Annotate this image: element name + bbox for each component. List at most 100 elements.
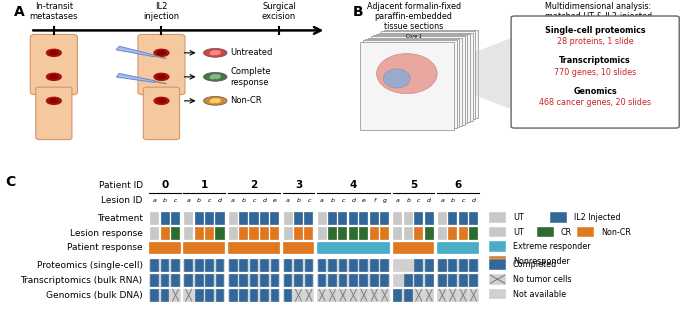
- Bar: [359, 289, 368, 301]
- Text: UT: UT: [513, 213, 523, 222]
- Bar: [370, 259, 379, 272]
- Bar: [283, 227, 293, 240]
- FancyBboxPatch shape: [373, 35, 467, 123]
- Text: No tumor cells: No tumor cells: [513, 275, 571, 284]
- Circle shape: [154, 97, 169, 104]
- Text: a: a: [286, 198, 290, 203]
- Bar: [393, 227, 403, 240]
- Text: Extreme responder: Extreme responder: [513, 242, 591, 251]
- Bar: [260, 274, 269, 287]
- Bar: [349, 227, 358, 240]
- Bar: [370, 212, 379, 225]
- Circle shape: [210, 52, 215, 55]
- Bar: [161, 212, 169, 225]
- Text: Transcriptomics (bulk RNA): Transcriptomics (bulk RNA): [21, 276, 143, 285]
- Bar: [404, 212, 413, 225]
- Polygon shape: [117, 74, 155, 82]
- Bar: [250, 274, 259, 287]
- Bar: [283, 259, 314, 272]
- Circle shape: [214, 76, 220, 79]
- Circle shape: [213, 51, 218, 53]
- Text: c: c: [307, 198, 311, 203]
- Bar: [393, 212, 403, 225]
- Text: Complete
response: Complete response: [230, 67, 271, 87]
- Bar: [205, 289, 214, 301]
- Circle shape: [210, 100, 215, 103]
- FancyBboxPatch shape: [143, 87, 180, 140]
- Bar: [338, 227, 348, 240]
- Ellipse shape: [383, 69, 410, 88]
- Text: b: b: [451, 198, 455, 203]
- Bar: [205, 274, 214, 287]
- Bar: [437, 259, 479, 272]
- Bar: [425, 212, 434, 225]
- Bar: [205, 212, 214, 225]
- Bar: [161, 289, 169, 301]
- Bar: [250, 227, 259, 240]
- Bar: [283, 274, 314, 287]
- Ellipse shape: [204, 48, 227, 57]
- Circle shape: [211, 99, 216, 102]
- Bar: [459, 212, 468, 225]
- Circle shape: [154, 49, 169, 56]
- Text: 5: 5: [410, 180, 417, 190]
- Bar: [489, 256, 506, 267]
- Bar: [239, 212, 248, 225]
- Text: Proteomics (single-cell): Proteomics (single-cell): [36, 261, 143, 270]
- Bar: [349, 259, 358, 272]
- Bar: [578, 227, 594, 238]
- Text: a: a: [153, 198, 156, 203]
- Bar: [305, 274, 314, 287]
- Bar: [228, 259, 237, 272]
- Bar: [215, 289, 224, 301]
- Bar: [339, 274, 347, 287]
- Bar: [270, 274, 279, 287]
- Text: d: d: [218, 198, 222, 203]
- FancyBboxPatch shape: [384, 30, 478, 118]
- Ellipse shape: [377, 54, 437, 94]
- Ellipse shape: [204, 73, 227, 81]
- Text: 770 genes, 10 slides: 770 genes, 10 slides: [554, 67, 637, 76]
- Bar: [469, 212, 478, 225]
- Text: d: d: [471, 198, 475, 203]
- Bar: [150, 289, 180, 302]
- Bar: [239, 259, 248, 272]
- Bar: [205, 259, 214, 272]
- Text: c: c: [417, 198, 421, 203]
- Bar: [359, 259, 368, 272]
- Bar: [438, 212, 447, 225]
- Bar: [270, 259, 279, 272]
- Text: IL2
injection: IL2 injection: [143, 2, 180, 21]
- Bar: [317, 289, 390, 302]
- Bar: [318, 212, 327, 225]
- Bar: [404, 289, 413, 301]
- Bar: [183, 241, 225, 255]
- Bar: [394, 289, 402, 301]
- Bar: [260, 289, 269, 301]
- Bar: [489, 212, 506, 223]
- Text: a: a: [440, 198, 445, 203]
- Bar: [370, 289, 379, 301]
- Text: B: B: [353, 5, 364, 19]
- Bar: [183, 259, 225, 272]
- Bar: [469, 259, 478, 272]
- FancyBboxPatch shape: [365, 39, 460, 127]
- Bar: [349, 289, 358, 301]
- Text: a: a: [396, 198, 400, 203]
- Bar: [260, 227, 269, 240]
- Bar: [260, 212, 269, 225]
- Bar: [150, 241, 180, 255]
- Bar: [349, 274, 358, 287]
- Bar: [195, 259, 204, 272]
- FancyBboxPatch shape: [379, 33, 473, 121]
- Bar: [270, 212, 279, 225]
- Bar: [339, 289, 347, 301]
- Text: b: b: [296, 198, 300, 203]
- Bar: [228, 274, 280, 287]
- Bar: [536, 227, 554, 238]
- Text: c: c: [208, 198, 211, 203]
- Bar: [328, 274, 337, 287]
- Circle shape: [50, 99, 58, 103]
- FancyBboxPatch shape: [138, 34, 185, 95]
- Bar: [425, 289, 434, 301]
